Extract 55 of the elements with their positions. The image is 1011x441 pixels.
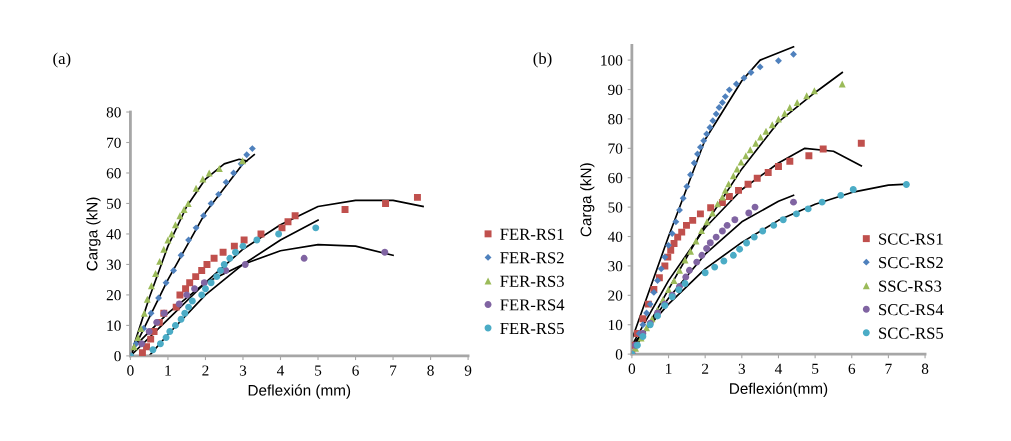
x-tick-label: 5 xyxy=(315,365,322,376)
y-tick-label: 100 xyxy=(601,55,623,66)
y-tick-label: 40 xyxy=(106,229,121,240)
legend-label: FER-RS1 xyxy=(500,228,564,240)
x-tick-label: 0 xyxy=(628,363,636,374)
x-tick-label: 3 xyxy=(738,363,746,374)
y-axis-title: Carga (kN) xyxy=(86,197,101,271)
y-tick-label: 40 xyxy=(607,231,623,242)
x-tick-label: 6 xyxy=(352,365,359,376)
y-tick-label: 50 xyxy=(608,202,623,213)
y-tick-label: 60 xyxy=(608,172,623,184)
y-tick-label: 10 xyxy=(608,319,623,331)
y-tick-label: 60 xyxy=(106,168,121,179)
y-tick-label: 90 xyxy=(608,84,623,95)
x-tick-label: 7 xyxy=(390,365,397,376)
y-tick-label: 80 xyxy=(608,114,623,125)
x-tick-label: 2 xyxy=(202,365,209,376)
y-tick-label: 20 xyxy=(608,290,623,301)
x-tick-label: 9 xyxy=(464,365,472,376)
y-tick-label: 0 xyxy=(615,349,623,360)
legend-label: FER-RS3 xyxy=(500,275,564,287)
x-tick-label: 1 xyxy=(666,363,672,374)
y-tick-label: 70 xyxy=(107,137,121,148)
x-tick-label: 5 xyxy=(812,363,819,374)
y-tick-label: 70 xyxy=(608,143,623,154)
x-tick-label: 4 xyxy=(774,363,783,374)
legend-label: FER-RS2 xyxy=(500,252,564,264)
legend-label: SSC-RS3 xyxy=(879,280,942,292)
y-tick-label: 30 xyxy=(106,259,121,270)
text: (b) xyxy=(533,52,552,68)
y-tick-label: 80 xyxy=(106,107,121,118)
text: (a) xyxy=(53,52,71,68)
x-tick-label: 6 xyxy=(848,363,856,374)
legend-label: SCC-RS5 xyxy=(879,327,944,339)
legend-label: SCC-RS4 xyxy=(879,304,944,316)
y-tick-label: 0 xyxy=(114,351,121,362)
x-tick-label: 1 xyxy=(165,365,171,376)
x-tick-label: 2 xyxy=(702,363,709,374)
x-tick-label: 0 xyxy=(127,365,134,376)
x-tick-label: 8 xyxy=(921,363,929,374)
legend-label: FER-RS4 xyxy=(500,299,565,311)
x-tick-label: 8 xyxy=(427,365,434,376)
legend-label: SCC-RS1 xyxy=(879,233,943,245)
x-tick-label: 3 xyxy=(239,365,247,376)
x-axis-title: Deflexión (mm) xyxy=(248,384,351,399)
y-tick-label: 30 xyxy=(608,261,623,272)
y-tick-label: 20 xyxy=(106,290,121,301)
x-tick-label: 4 xyxy=(276,365,285,376)
y-axis-title: Carga (kN) xyxy=(580,163,595,237)
y-tick-label: 50 xyxy=(107,198,121,209)
x-axis-title: Deflexión(mm) xyxy=(730,382,828,397)
y-tick-label: 10 xyxy=(107,320,121,331)
legend-label: SCC-RS2 xyxy=(879,256,943,269)
x-tick-label: 7 xyxy=(885,363,892,374)
legend-label: FER-RS5 xyxy=(500,322,564,335)
